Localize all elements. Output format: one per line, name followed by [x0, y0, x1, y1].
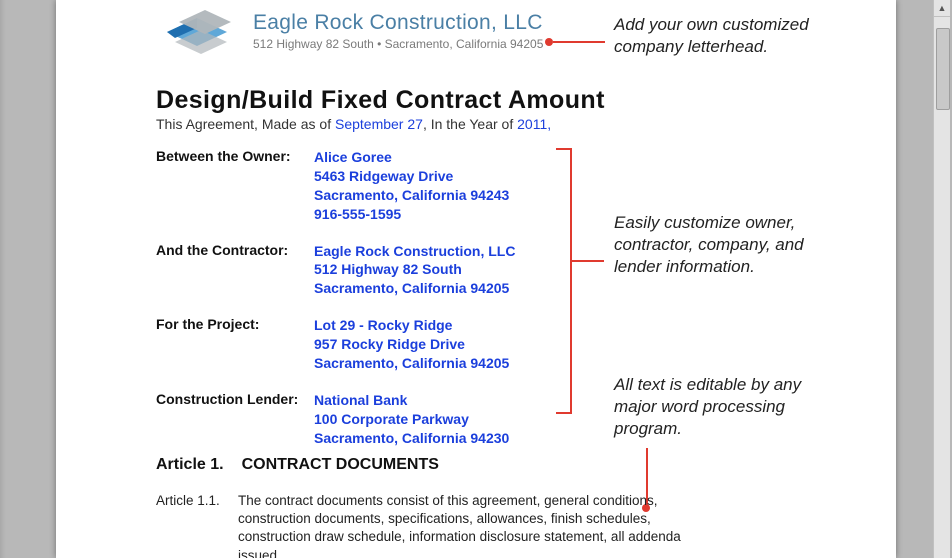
party-line: 512 Highway 82 South: [314, 260, 515, 279]
party-line: Sacramento, California 94205: [314, 354, 509, 373]
party-row-contractor: And the Contractor: Eagle Rock Construct…: [156, 242, 515, 299]
party-line: 100 Corporate Parkway: [314, 410, 509, 429]
company-text-block: Eagle Rock Construction, LLC 512 Highway…: [253, 11, 543, 51]
callout-3: All text is editable by any major word p…: [614, 374, 814, 440]
article-heading: Article 1. CONTRACT DOCUMENTS: [156, 456, 439, 474]
agreement-middle: , In the Year of: [423, 116, 517, 132]
party-label: For the Project:: [156, 316, 314, 373]
company-name: Eagle Rock Construction, LLC: [253, 11, 543, 35]
party-line: Sacramento, California 94205: [314, 279, 515, 298]
party-line: Eagle Rock Construction, LLC: [314, 242, 515, 261]
callout-dot-1: [545, 38, 553, 46]
callout-leader-2: [570, 260, 604, 262]
article-body: Article 1.1. The contract documents cons…: [156, 492, 718, 558]
party-row-project: For the Project: Lot 29 - Rocky Ridge 95…: [156, 316, 515, 373]
party-line: Sacramento, California 94243: [314, 186, 509, 205]
app-viewport: Eagle Rock Construction, LLC 512 Highway…: [0, 0, 952, 558]
party-line: Sacramento, California 94230: [314, 429, 509, 448]
parties-block: Between the Owner: Alice Goree 5463 Ridg…: [156, 148, 515, 466]
party-row-lender: Construction Lender: National Bank 100 C…: [156, 391, 515, 448]
callout-1: Add your own customized company letterhe…: [614, 14, 844, 58]
company-address: 512 Highway 82 South • Sacramento, Calif…: [253, 37, 543, 51]
party-value: National Bank 100 Corporate Parkway Sacr…: [314, 391, 509, 448]
article-num: Article 1.: [156, 456, 224, 473]
article-title: CONTRACT DOCUMENTS: [242, 456, 439, 473]
document-title: Design/Build Fixed Contract Amount: [156, 86, 605, 115]
party-line: 916-555-1595: [314, 205, 509, 224]
party-value: Alice Goree 5463 Ridgeway Drive Sacramen…: [314, 148, 509, 224]
scroll-up-icon[interactable]: ▲: [934, 0, 950, 17]
party-line: Alice Goree: [314, 148, 509, 167]
party-row-owner: Between the Owner: Alice Goree 5463 Ridg…: [156, 148, 515, 224]
party-value: Lot 29 - Rocky Ridge 957 Rocky Ridge Dri…: [314, 316, 509, 373]
callout-2: Easily customize owner, contractor, comp…: [614, 212, 844, 278]
document-page: Eagle Rock Construction, LLC 512 Highway…: [56, 0, 896, 558]
agreement-year: 2011,: [517, 116, 551, 132]
callout-bracket-2: [556, 148, 572, 414]
letterhead: Eagle Rock Construction, LLC 512 Highway…: [161, 8, 543, 54]
article-sub-num: Article 1.1.: [156, 492, 238, 558]
article-sub-text: The contract documents consist of this a…: [238, 492, 718, 558]
callout-leader-1: [553, 41, 605, 43]
party-label: And the Contractor:: [156, 242, 314, 299]
party-label: Construction Lender:: [156, 391, 314, 448]
vertical-scrollbar[interactable]: ▲: [933, 0, 950, 558]
party-value: Eagle Rock Construction, LLC 512 Highway…: [314, 242, 515, 299]
company-logo-icon: [161, 8, 239, 54]
scroll-thumb[interactable]: [936, 28, 950, 110]
party-line: 957 Rocky Ridge Drive: [314, 335, 509, 354]
agreement-prefix: This Agreement, Made as of: [156, 116, 335, 132]
party-label: Between the Owner:: [156, 148, 314, 224]
agreement-line: This Agreement, Made as of September 27,…: [156, 116, 551, 132]
agreement-date: September 27: [335, 116, 423, 132]
party-line: Lot 29 - Rocky Ridge: [314, 316, 509, 335]
party-line: National Bank: [314, 391, 509, 410]
party-line: 5463 Ridgeway Drive: [314, 167, 509, 186]
